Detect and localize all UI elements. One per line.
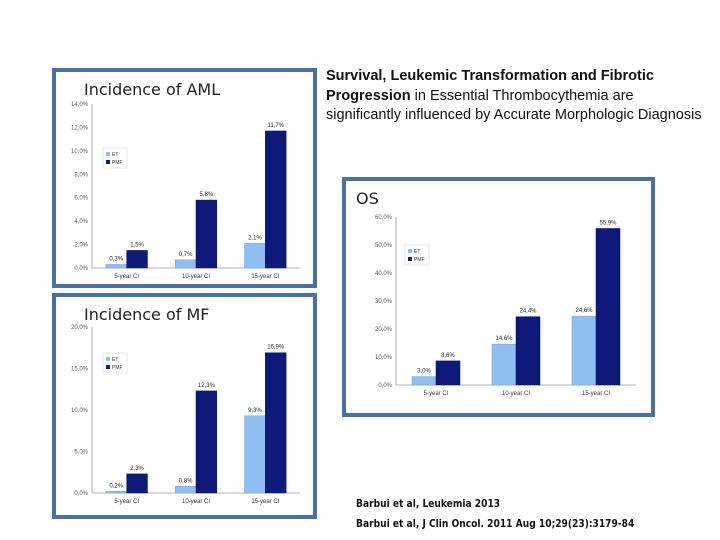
os-legend-swatch <box>408 249 412 253</box>
os-data-label: 14,6% <box>495 336 513 342</box>
mf-data-label: 2,3% <box>130 466 144 472</box>
aml-legend-swatch <box>106 152 110 156</box>
aml-chart: 0,0% 2,0% 4,0% 6,0% 8,0% 10,0% 12,0% 14,0% 5-yea… <box>71 102 300 280</box>
os-ytick-label: 20,0% <box>375 327 393 333</box>
aml-bar-pmf <box>265 130 287 269</box>
mf-legend-swatch <box>106 365 110 369</box>
os-chart-title: OS <box>356 189 379 208</box>
os-x-tick-label: 15-year CI <box>582 391 610 397</box>
os-x-tick-label: 5-year CI <box>424 391 449 397</box>
mf-data-label: 9,3% <box>248 408 262 414</box>
os-data-label: 55,9% <box>599 220 617 226</box>
aml-x-tick-label: 15-year CI <box>251 274 279 280</box>
headline-text: Survival, Leukemic Transformation and Fi… <box>326 67 706 126</box>
os-legend-swatch <box>408 257 412 261</box>
aml-chart-panel: 0,0% 2,0% 4,0% 6,0% 8,0% 10,0% 12,0% 14,0% 5-yea… <box>52 68 317 288</box>
aml-ytick-label: 2,0% <box>74 243 88 249</box>
mf-bar-et <box>174 486 197 494</box>
aml-data-label: 0,7% <box>179 252 193 258</box>
aml-legend: ET PMF <box>102 147 128 169</box>
aml-ytick-label: 12,0% <box>71 125 89 131</box>
mf-x-tick-label: 5-year CI <box>114 499 139 505</box>
mf-chart-title: Incidence of MF <box>84 305 210 324</box>
os-bar-pmf <box>435 360 461 386</box>
aml-chart-title: Incidence of AML <box>84 80 221 99</box>
os-ytick-label: 0,0% <box>378 383 392 389</box>
mf-ytick-label: 0,0% <box>74 491 88 497</box>
aml-data-label: 0,3% <box>109 256 123 262</box>
mf-ytick-label: 5,0% <box>74 450 88 456</box>
mf-legend: ET PMF <box>102 352 128 374</box>
mf-bar-pmf <box>265 352 287 494</box>
os-bar-et <box>411 376 437 386</box>
mf-ytick-label: 20,0% <box>71 325 89 331</box>
aml-data-label: 2,1% <box>248 235 262 241</box>
os-legend-label: ET <box>414 249 420 255</box>
aml-x-tick-label: 5-year CI <box>114 274 139 280</box>
os-data-label: 8,6% <box>441 353 455 359</box>
aml-ytick-label: 0,0% <box>74 266 88 272</box>
aml-ytick-label: 6,0% <box>74 196 88 202</box>
aml-x-tick-label: 10-year CI <box>182 274 210 280</box>
os-ytick-label: 60,0% <box>375 215 393 221</box>
mf-bar-pmf <box>126 473 148 494</box>
aml-bar-et <box>105 264 127 269</box>
os-chart-panel: 0,0% 10,0% 20,0% 30,0% 40,0% 50,0% 60,0% 5-year… <box>342 177 655 417</box>
os-ytick-label: 40,0% <box>375 271 393 277</box>
mf-legend-label: PMF <box>112 365 123 371</box>
os-bar-pmf <box>515 316 541 386</box>
aml-ytick-label: 10,0% <box>71 149 89 155</box>
os-bar-et <box>571 315 597 386</box>
mf-data-label: 0,8% <box>179 478 193 484</box>
mf-chart-panel: 0,0% 5,0% 10,0% 15,0% 20,0% 5-year CI 0,2% 2,3%… <box>52 293 317 519</box>
os-data-label: 24,4% <box>519 309 537 315</box>
os-ytick-label: 50,0% <box>375 243 393 249</box>
citation-2: Barbui et al, J Clin Oncol. 2011 Aug 10;… <box>356 517 635 530</box>
aml-legend-label: PMF <box>112 160 123 166</box>
citations: Barbui et al, Leukemia 2013 Barbui et al… <box>356 494 634 534</box>
mf-ytick-label: 10,0% <box>71 408 89 414</box>
aml-data-label: 11,7% <box>267 123 284 129</box>
aml-legend-label: ET <box>112 152 118 158</box>
aml-data-label: 5,8% <box>200 192 214 198</box>
aml-bar-et <box>174 259 197 269</box>
aml-bar-pmf <box>126 250 148 269</box>
os-legend: ET PMF <box>404 244 430 266</box>
mf-bar-et <box>244 415 266 494</box>
mf-chart: 0,0% 5,0% 10,0% 15,0% 20,0% 5-year CI 0,2% 2,3%… <box>71 325 300 505</box>
citation-1: Barbui et al, Leukemia 2013 <box>356 497 501 510</box>
mf-data-label: 0,2% <box>109 483 123 489</box>
mf-x-tick-label: 10-year CI <box>182 499 210 505</box>
aml-data-label: 1,5% <box>130 242 144 248</box>
aml-bar-et <box>244 243 266 269</box>
aml-legend-swatch <box>106 160 110 164</box>
os-data-label: 3,0% <box>417 369 431 375</box>
mf-legend-label: ET <box>112 357 118 363</box>
mf-bar-pmf <box>195 390 218 494</box>
os-ytick-label: 10,0% <box>375 355 393 361</box>
mf-data-label: 12,3% <box>198 383 216 389</box>
os-bar-pmf <box>595 228 621 386</box>
mf-ytick-label: 15,0% <box>71 367 89 373</box>
os-ytick-label: 30,0% <box>375 299 393 305</box>
aml-bar-pmf <box>195 199 218 269</box>
headline-bold: Survival, Leukemic Transformation and Fi… <box>326 68 654 104</box>
mf-data-label: 16,9% <box>267 345 285 351</box>
aml-ytick-label: 8,0% <box>74 172 88 178</box>
mf-bar-et <box>105 491 127 494</box>
headline-rest: in Essential Thrombocythemia are signifi… <box>326 87 702 124</box>
os-bar-et <box>491 343 517 386</box>
os-data-label: 24,6% <box>575 308 593 314</box>
aml-ytick-label: 14,0% <box>71 102 89 108</box>
mf-legend-swatch <box>106 357 110 361</box>
os-legend-label: PMF <box>414 257 425 263</box>
os-chart: 0,0% 10,0% 20,0% 30,0% 40,0% 50,0% 60,0% 5-year… <box>375 215 636 397</box>
os-x-tick-label: 10-year CI <box>502 391 530 397</box>
aml-ytick-label: 4,0% <box>74 219 88 225</box>
mf-x-tick-label: 15-year CI <box>251 499 279 505</box>
